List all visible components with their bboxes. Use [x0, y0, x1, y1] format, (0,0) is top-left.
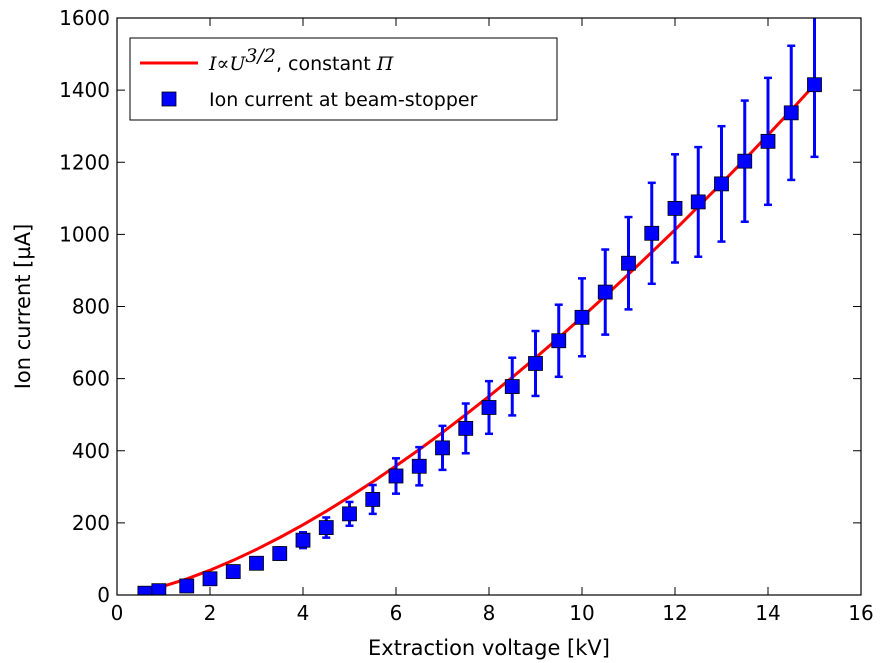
data-marker	[435, 440, 450, 456]
y-axis-title: Ion current [µA]	[11, 224, 35, 390]
data-point	[690, 145, 706, 258]
data-point	[225, 564, 241, 579]
data-marker	[737, 153, 753, 169]
data-marker	[551, 333, 567, 349]
data-point	[137, 585, 153, 595]
data-marker	[714, 176, 729, 192]
y-tick-label: 1400	[59, 78, 110, 102]
data-marker	[481, 400, 497, 415]
data-marker	[760, 133, 776, 149]
marks-layer	[137, 18, 822, 595]
data-point	[295, 531, 311, 550]
data-point	[737, 99, 753, 224]
legend-fit-text: , constant	[276, 53, 377, 75]
data-marker	[807, 77, 822, 93]
data-marker	[151, 583, 167, 595]
legend-fit-math: I∝U	[208, 53, 246, 75]
data-point	[760, 76, 776, 207]
data-point	[202, 571, 218, 587]
y-tick-label: 1600	[59, 6, 110, 30]
data-marker	[179, 578, 195, 594]
data-marker	[458, 420, 474, 436]
x-tick-label: 10	[569, 601, 594, 625]
y-tick-label: 400	[72, 439, 110, 463]
legend-fit-exponent: 3/2	[245, 45, 276, 67]
data-marker	[365, 492, 381, 507]
data-marker	[249, 555, 264, 571]
data-marker	[783, 105, 799, 121]
ticks-layer: 0 2 4 6 8 10 12 14 16 0 200 400 600 800 1000 1200 1400 16…	[59, 6, 874, 625]
data-point	[481, 379, 497, 436]
x-tick-label: 16	[848, 601, 873, 625]
data-marker	[667, 201, 683, 216]
data-point	[644, 181, 660, 286]
data-point	[435, 424, 450, 472]
y-tick-label: 200	[72, 511, 110, 535]
data-marker	[225, 564, 241, 579]
data-point	[365, 483, 381, 516]
data-point	[318, 516, 334, 539]
legend-label-data: Ion current at beam-stopper	[209, 89, 478, 111]
data-marker	[644, 225, 660, 241]
x-tick-label: 4	[297, 601, 310, 625]
data-marker	[342, 506, 357, 522]
x-tick-label: 14	[755, 601, 780, 625]
data-marker	[621, 255, 636, 271]
x-tick-label: 8	[483, 601, 496, 625]
y-tick-label: 1200	[59, 150, 110, 174]
legend-fit-pi: Π	[376, 53, 394, 75]
data-point	[621, 215, 636, 311]
data-marker	[690, 194, 706, 210]
data-point	[272, 546, 288, 561]
x-axis-title: Extraction voltage [kV]	[368, 636, 610, 660]
data-marker	[411, 458, 427, 474]
x-tick-label: 6	[390, 601, 403, 625]
data-point	[388, 457, 404, 495]
y-tick-label: 800	[72, 295, 110, 319]
y-tick-label: 0	[97, 583, 110, 607]
data-point	[597, 248, 613, 336]
data-marker	[504, 379, 520, 394]
data-point	[574, 277, 590, 358]
data-marker	[318, 520, 334, 535]
data-point	[151, 583, 167, 595]
data-point	[714, 124, 729, 243]
data-marker	[295, 532, 311, 548]
data-point	[342, 500, 357, 528]
data-point	[411, 445, 427, 487]
data-marker	[272, 546, 288, 561]
data-marker	[528, 356, 543, 371]
x-tick-label: 0	[111, 601, 124, 625]
legend-swatch-data-marker	[161, 91, 177, 107]
legend-box	[129, 37, 558, 121]
data-marker	[388, 468, 404, 484]
data-point	[249, 555, 264, 571]
data-marker	[202, 571, 218, 587]
data-point	[528, 329, 543, 398]
legend-label-fit: I∝U3/2, constant Π	[208, 45, 394, 75]
legend: I∝U3/2, constant Π Ion current at beam-s…	[129, 37, 558, 121]
data-point	[783, 44, 799, 182]
y-tick-label: 1000	[59, 222, 110, 246]
data-point	[504, 356, 520, 417]
y-tick-label: 600	[72, 367, 110, 391]
x-tick-label: 12	[662, 601, 687, 625]
data-point	[807, 18, 822, 159]
data-marker	[574, 309, 590, 325]
data-point	[667, 153, 683, 264]
data-point	[458, 402, 474, 455]
x-tick-label: 2	[204, 601, 217, 625]
data-point	[551, 303, 567, 379]
data-marker	[597, 284, 613, 300]
data-point	[179, 578, 195, 594]
